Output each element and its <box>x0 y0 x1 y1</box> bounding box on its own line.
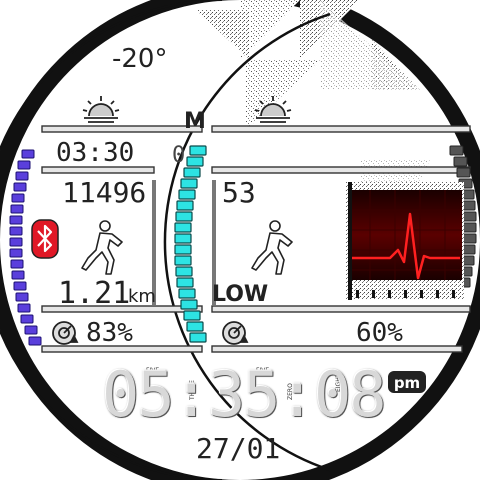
svg-text:FIVE: FIVE <box>146 367 159 374</box>
bluetooth-icon <box>31 219 59 259</box>
distance-value: 1.21 <box>58 276 131 311</box>
svg-text:0: 0 <box>172 143 185 168</box>
battery-gauge-icon <box>222 321 249 345</box>
noise-wedge <box>240 0 300 60</box>
svg-text:THREE: THREE <box>189 380 196 401</box>
date: 27/01 <box>196 432 281 465</box>
svg-text:ZERO: ZERO <box>287 383 294 400</box>
step-count: 11496 <box>62 176 147 209</box>
svg-text:M: M <box>184 109 206 134</box>
sunrise-icon <box>254 96 292 123</box>
runner-icon <box>251 220 293 275</box>
divider-arc <box>0 0 223 480</box>
digit-captions: ZERO FIVE THREE FIVE ZERO EIGHT <box>105 367 342 401</box>
heart-rate: 53 <box>222 176 256 209</box>
distance-unit: km <box>128 286 156 307</box>
svg-text:EIGHT: EIGHT <box>335 373 342 392</box>
left-gauge <box>9 149 42 346</box>
sunrise-icon <box>82 96 120 123</box>
temperature: -20° <box>112 44 168 74</box>
center-gauge <box>174 145 207 343</box>
sunrise-time: 03:30 <box>56 138 135 168</box>
svg-text:FIVE: FIVE <box>256 367 269 374</box>
runner-icon <box>81 220 123 275</box>
ampm-text: pm <box>394 374 420 392</box>
battery-right: 60% <box>356 318 403 348</box>
heartbeat-icon <box>346 182 464 300</box>
noise-wedge <box>320 0 420 90</box>
svg-text:ZERO: ZERO <box>105 383 112 400</box>
divider-arc <box>163 12 331 472</box>
ampm-badge <box>388 371 426 393</box>
noise-wedge <box>196 10 250 60</box>
right-gauge <box>449 145 477 288</box>
clock-time: 05:35:08 <box>102 358 387 431</box>
intensity-label: LOW <box>212 282 269 307</box>
battery-gauge-icon <box>52 321 79 345</box>
battery-left: 83% <box>86 318 133 348</box>
divider-rails <box>41 125 471 353</box>
